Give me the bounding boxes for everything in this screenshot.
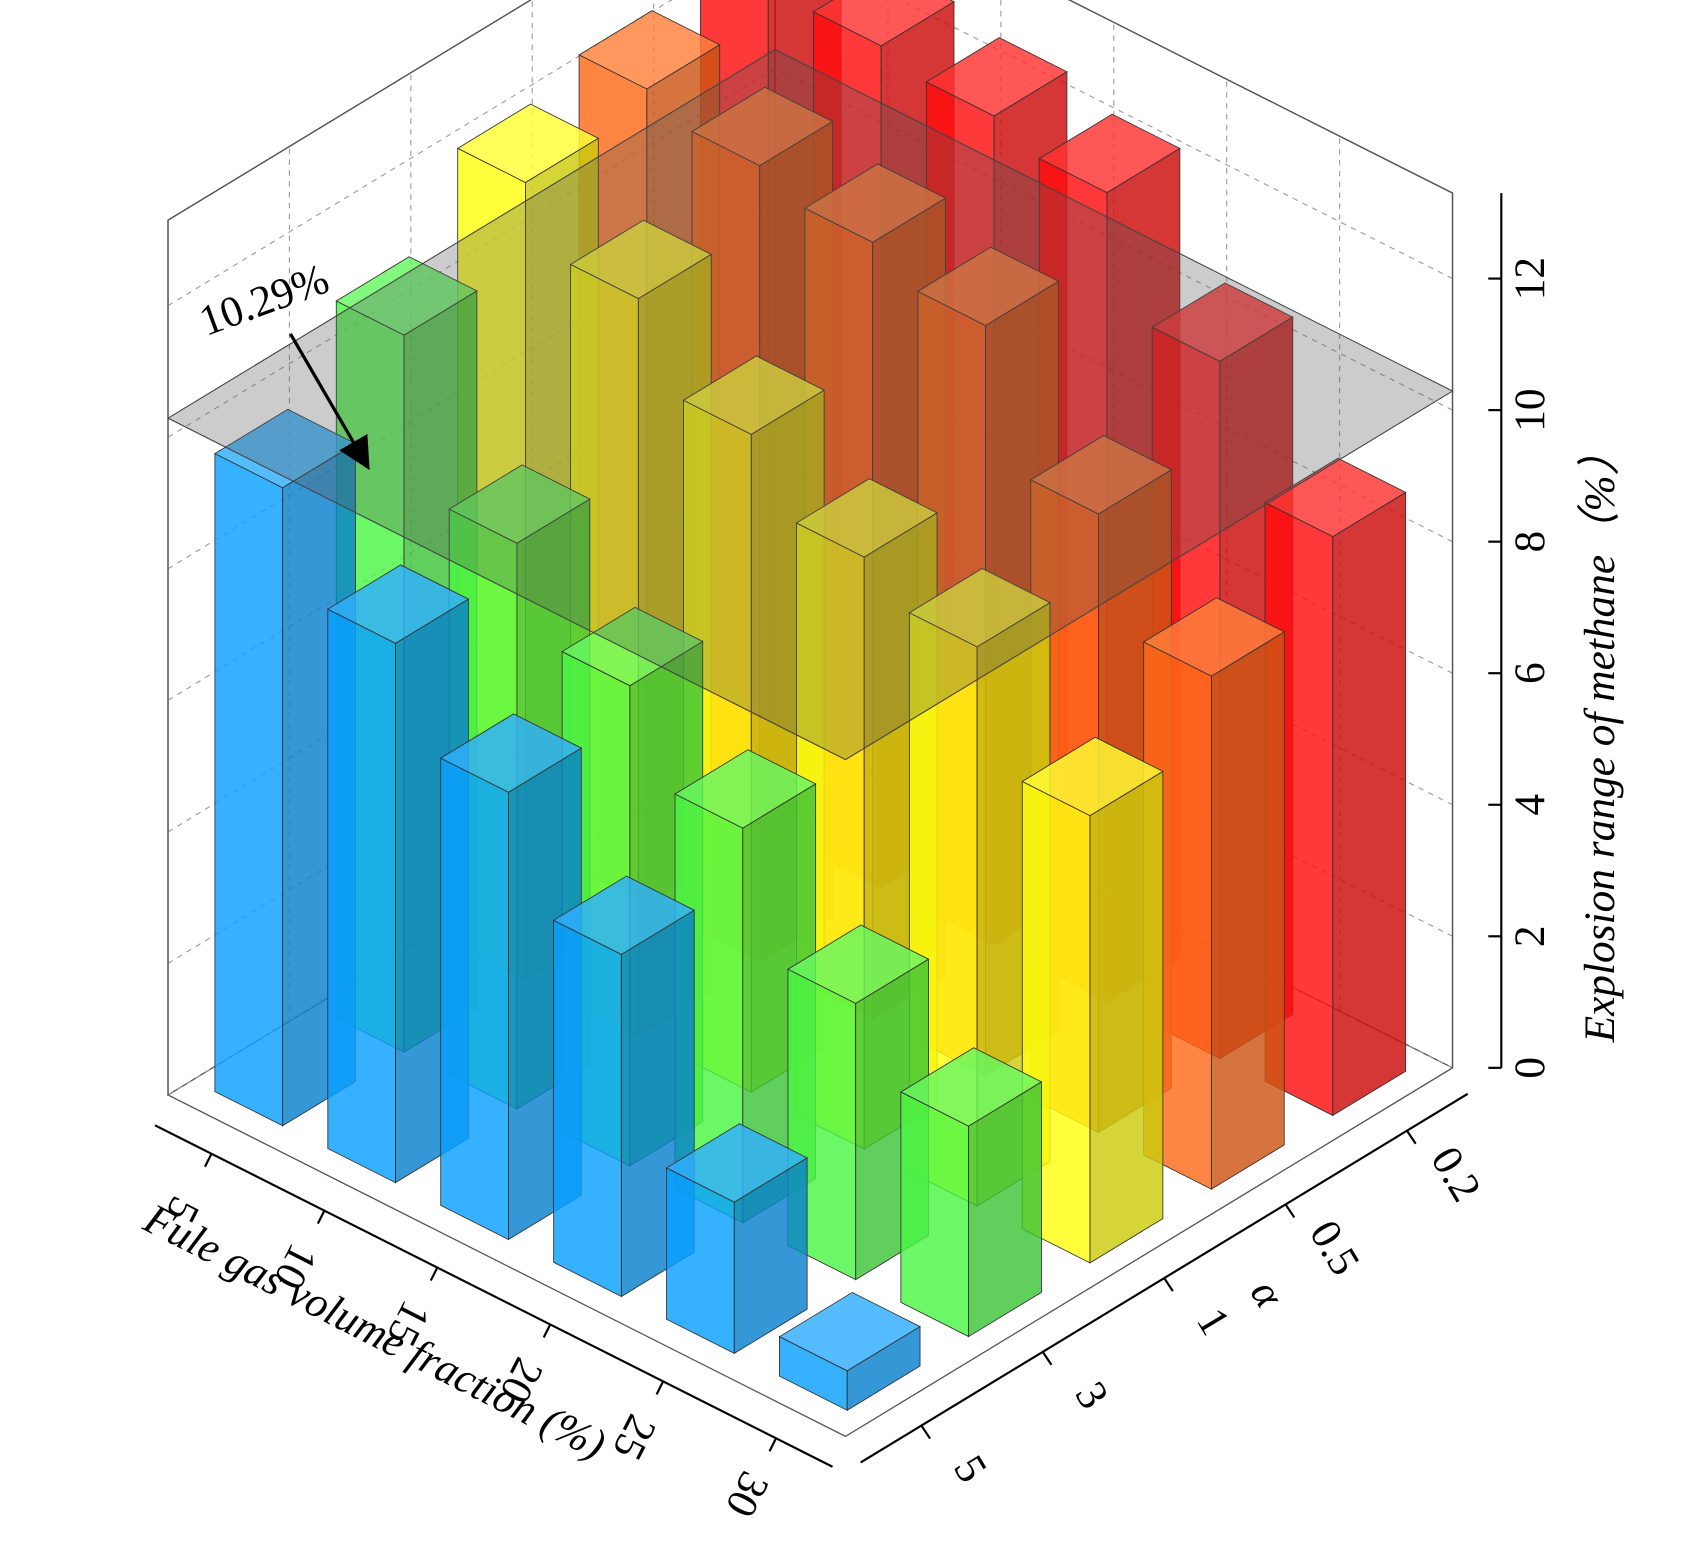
bar-face (1151, 282, 1294, 362)
bar-face (1332, 491, 1407, 1117)
z-tick-label: 2 (1506, 925, 1554, 947)
bar-face (552, 875, 696, 955)
bar-face (335, 256, 478, 336)
bar-face (561, 606, 704, 687)
y-tick (1041, 1351, 1053, 1366)
z-tick-label: 10 (1506, 388, 1554, 431)
bar-face (804, 163, 947, 243)
bars (213, 0, 1407, 1412)
bar-face (1021, 736, 1164, 817)
bar-face (899, 1047, 1043, 1127)
bar (665, 1123, 809, 1355)
y-tick-label: 0.5 (1300, 1212, 1369, 1283)
y-tick (1284, 1203, 1296, 1219)
bar-face (925, 37, 1068, 117)
x-tick (429, 1267, 439, 1282)
bar-face (213, 408, 357, 489)
bar-face (448, 464, 591, 544)
x-tick (768, 1437, 778, 1452)
bar (899, 1047, 1043, 1338)
z-tick-label: 8 (1506, 531, 1554, 553)
x-tick (316, 1210, 326, 1225)
y-tick-label: 3 (1066, 1374, 1118, 1417)
bar-face (682, 355, 826, 435)
x-tick (203, 1153, 213, 1168)
bar-face (1210, 631, 1285, 1190)
x-tick (542, 1323, 552, 1338)
bar (1264, 457, 1407, 1117)
bar-face (968, 1081, 1042, 1338)
y-tick-label: 5 (944, 1447, 996, 1490)
y-axis-title: α (1241, 1272, 1295, 1317)
y-tick-label: 0.2 (1421, 1139, 1490, 1210)
bar-face (214, 452, 284, 1127)
y-tick (1163, 1277, 1174, 1292)
bar-face (440, 757, 509, 1241)
bar-face (795, 478, 938, 558)
bar-face (326, 564, 470, 644)
annotation-arrow (289, 333, 370, 471)
x-tick-label: 30 (716, 1464, 778, 1524)
x-tick-label: 25 (603, 1407, 665, 1467)
bar-face (1089, 770, 1164, 1264)
z-axis-title: Explosion range of methane（%） (1576, 432, 1624, 1043)
bar-face (916, 246, 1060, 327)
x-tick (655, 1380, 665, 1395)
bar-face (900, 1091, 970, 1338)
bar-face (778, 1291, 921, 1372)
bar-face (553, 919, 622, 1298)
bar-face (1264, 457, 1407, 538)
bar (1142, 597, 1286, 1190)
grid-line (167, 0, 1453, 307)
y-tick (920, 1424, 931, 1440)
bar-face (327, 608, 396, 1184)
reference-plane (166, 48, 1454, 761)
x-axis (154, 1124, 833, 1468)
bar-face (908, 568, 1051, 648)
z-tick-label: 4 (1506, 794, 1554, 816)
y-tick (1406, 1130, 1417, 1145)
bar-face (1142, 597, 1286, 677)
axis-line (167, 0, 1454, 1438)
bar (778, 1291, 921, 1412)
bar-face (787, 924, 930, 1004)
bar-face (812, 0, 955, 47)
bar-face (456, 103, 600, 183)
z-tick-label: 6 (1506, 662, 1554, 684)
y-tick-label: 1 (1187, 1300, 1239, 1343)
bar (1021, 736, 1164, 1264)
bar-face (439, 713, 583, 793)
bar-face (674, 749, 817, 829)
bar-face (691, 86, 834, 167)
z-tick-label: 0 (1506, 1057, 1554, 1079)
bar-face (578, 10, 721, 90)
bar-face (569, 219, 713, 300)
bar-face (665, 1123, 809, 1203)
bar-face (1029, 435, 1173, 515)
z-tick-label: 12 (1506, 257, 1554, 300)
bar-face (1038, 113, 1181, 194)
